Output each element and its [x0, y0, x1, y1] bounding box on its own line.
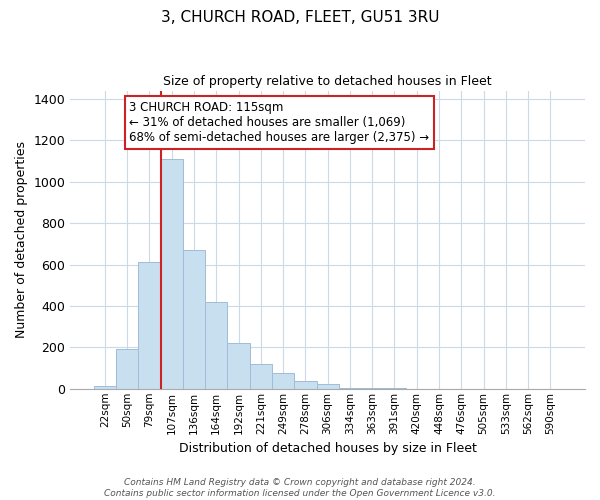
Bar: [161, 159, 183, 389]
Bar: [250, 364, 272, 389]
Text: 3, CHURCH ROAD, FLEET, GU51 3RU: 3, CHURCH ROAD, FLEET, GU51 3RU: [161, 10, 439, 25]
Bar: [116, 349, 138, 389]
Bar: [294, 381, 317, 389]
Bar: [361, 388, 383, 389]
Bar: [205, 302, 227, 389]
Bar: [227, 343, 250, 389]
X-axis label: Distribution of detached houses by size in Fleet: Distribution of detached houses by size …: [179, 442, 476, 455]
Bar: [94, 386, 116, 389]
Bar: [339, 388, 361, 389]
Title: Size of property relative to detached houses in Fleet: Size of property relative to detached ho…: [163, 75, 492, 88]
Y-axis label: Number of detached properties: Number of detached properties: [15, 141, 28, 338]
Bar: [317, 384, 339, 389]
Bar: [138, 262, 161, 389]
Bar: [183, 250, 205, 389]
Text: Contains HM Land Registry data © Crown copyright and database right 2024.
Contai: Contains HM Land Registry data © Crown c…: [104, 478, 496, 498]
Text: 3 CHURCH ROAD: 115sqm
← 31% of detached houses are smaller (1,069)
68% of semi-d: 3 CHURCH ROAD: 115sqm ← 31% of detached …: [130, 101, 430, 144]
Bar: [272, 372, 294, 389]
